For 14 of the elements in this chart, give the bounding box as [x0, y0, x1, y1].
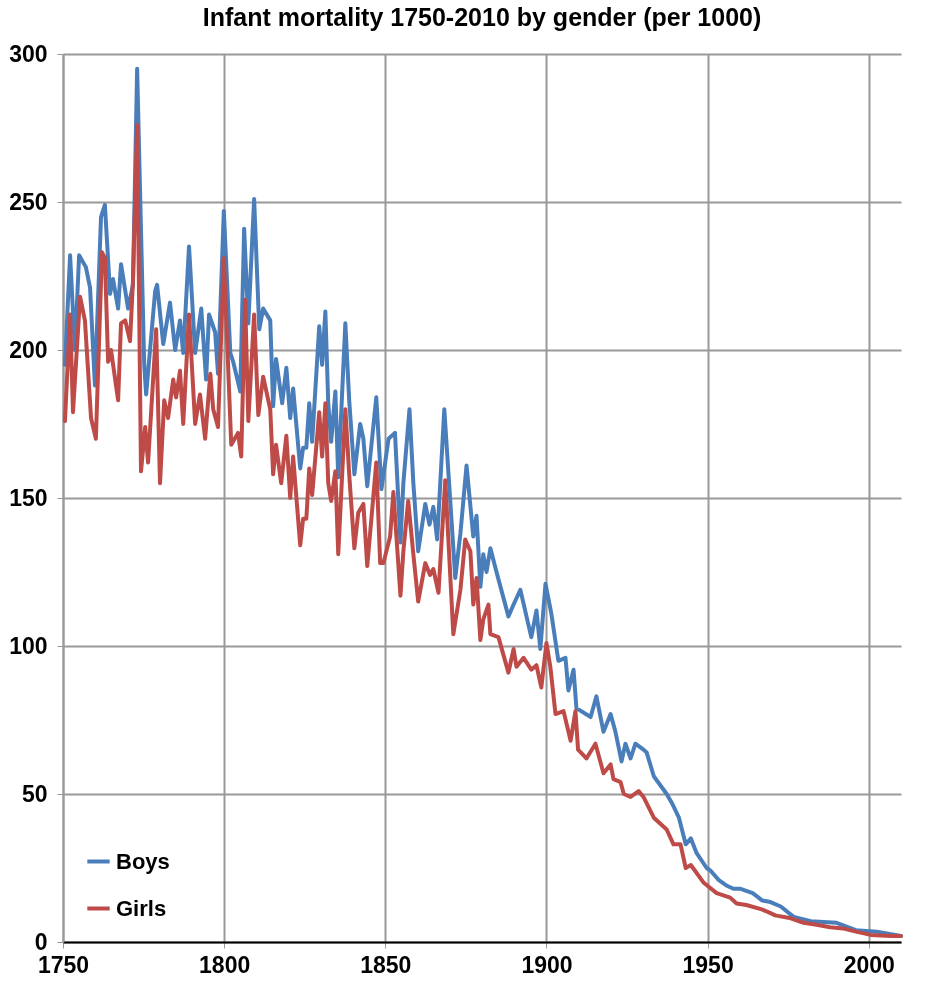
y-tick-label: 100	[9, 632, 48, 659]
x-tick-label: 1850	[360, 951, 412, 978]
y-tick-label: 300	[9, 40, 48, 67]
x-tick-label: 1950	[682, 951, 734, 978]
x-tick-label: 2000	[843, 951, 895, 978]
chart-title: Infant mortality 1750-2010 by gender (per 1000)	[202, 3, 762, 31]
y-tick-label: 150	[9, 484, 48, 511]
y-tick-label: 50	[21, 780, 48, 807]
x-tick-label: 1900	[521, 951, 573, 978]
y-tick-label: 200	[9, 336, 48, 363]
x-tick-label: 1800	[199, 951, 251, 978]
legend-label: Boys	[116, 848, 170, 874]
legend-label: Girls	[116, 895, 167, 921]
y-tick-label: 250	[9, 188, 48, 215]
